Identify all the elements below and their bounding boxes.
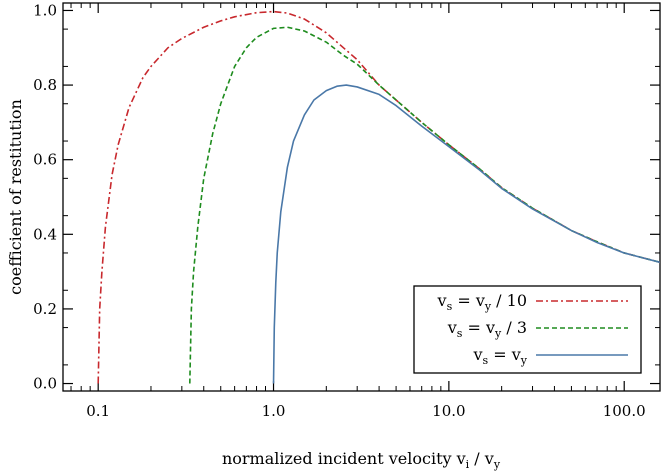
legend-label: vs = vy / 10 [437, 291, 527, 313]
x-tick-label: 0.1 [86, 402, 110, 420]
y-tick-label: 0.0 [33, 375, 57, 393]
x-tick-label: 1.0 [262, 402, 286, 420]
y-axis-label: coefficient of restitution [6, 99, 25, 295]
y-tick-label: 0.6 [33, 151, 57, 169]
legend: vs = vy / 10 vs = vy / 3 vs = vy [413, 285, 642, 374]
y-tick-label: 0.2 [33, 300, 57, 318]
legend-label: vs = vy [472, 345, 527, 367]
x-tick-label: 100.0 [603, 402, 646, 420]
y-tick-label: 1.0 [33, 1, 57, 19]
legend-entry-3: vs = vy [472, 345, 628, 367]
y-tick-label: 0.8 [33, 76, 57, 94]
x-tick-label: 10.0 [432, 402, 465, 420]
legend-entry-1: vs = vy / 10 [437, 291, 628, 313]
axis-ticks: 0.1 1.0 10.0 100.0 0.0 0.2 0.4 0.6 0.8 1.0 [33, 1, 660, 420]
y-tick-label: 0.4 [33, 225, 57, 243]
series-line-3 [272, 84, 660, 384]
x-axis-label: normalized incident velocity vi / vy [222, 449, 501, 471]
legend-label: vs = vy / 3 [447, 318, 527, 340]
plot-frame [62, 2, 661, 392]
legend-box [413, 285, 642, 374]
series-lines [97, 10, 660, 384]
legend-entry-2: vs = vy / 3 [447, 318, 628, 340]
series-line-2 [188, 26, 660, 384]
